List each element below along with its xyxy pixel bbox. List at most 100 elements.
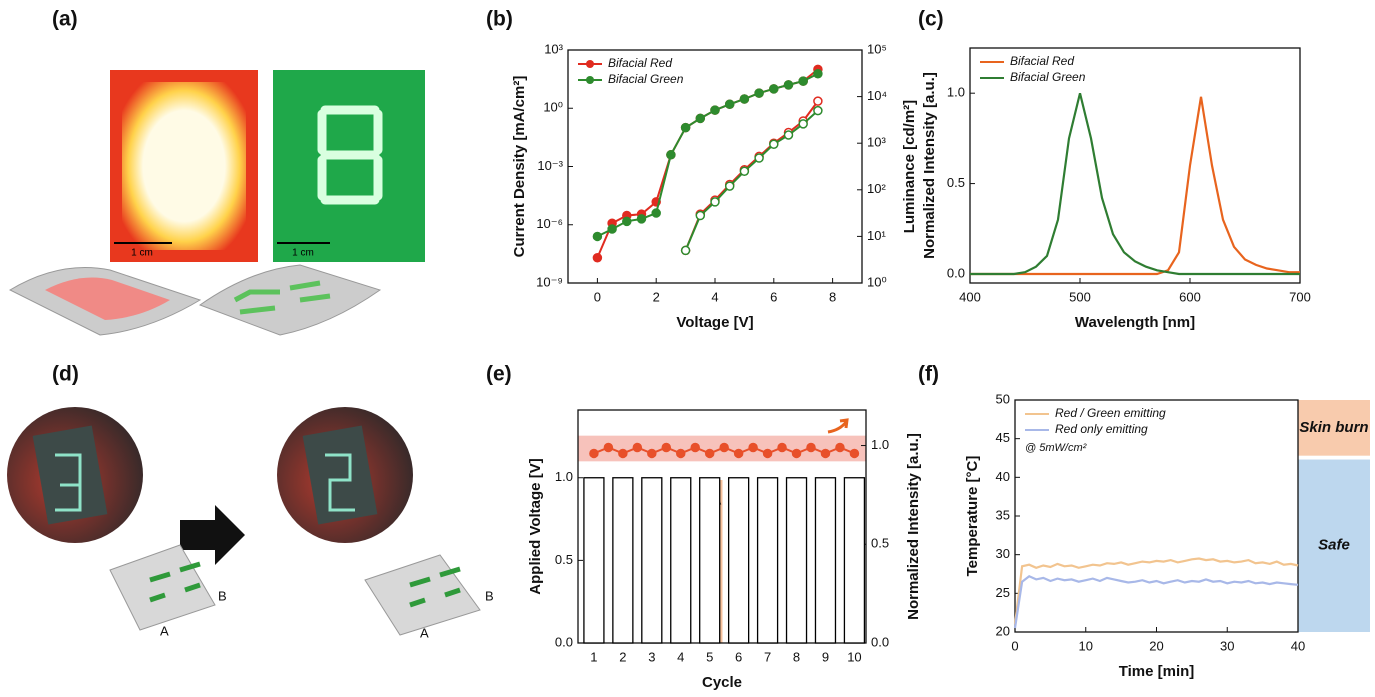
point xyxy=(682,246,690,254)
point xyxy=(740,95,748,103)
photo-d: A B A B xyxy=(7,407,494,640)
zone-label: Safe xyxy=(1318,537,1350,554)
point xyxy=(667,151,675,159)
y-axis-title: Applied Voltage [V] xyxy=(527,458,544,594)
x-axis-title: Time [min] xyxy=(1119,663,1195,680)
x-tick-label: 1 xyxy=(590,649,597,664)
y-tick-label: 0.0 xyxy=(555,634,573,649)
y-tick-label: 0.5 xyxy=(947,175,965,190)
x-tick-label: 0 xyxy=(1011,638,1018,653)
series-line xyxy=(686,111,818,251)
arrow xyxy=(180,505,245,565)
point xyxy=(623,217,631,225)
point xyxy=(711,198,719,206)
y-tick-label: 30 xyxy=(996,546,1010,561)
point xyxy=(799,77,807,85)
y-tick-label: 10³ xyxy=(544,41,563,56)
x-tick-label: 8 xyxy=(829,289,836,304)
x-tick-label: 5 xyxy=(706,649,713,664)
x-tick-label: 40 xyxy=(1291,638,1305,653)
y-tick-label: 20 xyxy=(996,623,1010,638)
panel-label: (f) xyxy=(918,363,939,386)
panel-label: (c) xyxy=(918,8,944,31)
pulse xyxy=(844,478,864,643)
legend-marker xyxy=(586,76,594,84)
point xyxy=(755,154,763,162)
x-tick-label: 7 xyxy=(764,649,771,664)
point xyxy=(785,131,793,139)
point xyxy=(755,89,763,97)
x-tick-label: 6 xyxy=(735,649,742,664)
pulse xyxy=(671,478,691,643)
point xyxy=(706,449,714,457)
point xyxy=(720,444,728,452)
y2-tick-label: 10³ xyxy=(867,135,886,150)
y-axis-title: Normalized Intensity [a.u.] xyxy=(921,72,938,259)
legend-label: Bifacial Green xyxy=(608,72,684,86)
x-tick-label: 0 xyxy=(594,289,601,304)
x-tick-label: 6 xyxy=(770,289,777,304)
point xyxy=(770,140,778,148)
y-tick-label: 0.5 xyxy=(555,552,573,567)
point xyxy=(735,449,743,457)
point xyxy=(619,449,627,457)
point xyxy=(662,444,670,452)
y2-tick-label: 10⁵ xyxy=(867,41,887,56)
point xyxy=(677,449,685,457)
pulse xyxy=(758,478,778,643)
zone-label: Skin burn xyxy=(1299,419,1368,436)
pulse xyxy=(729,478,749,643)
point xyxy=(590,449,598,457)
y2-axis-title: Normalized Intensity [a.u.] xyxy=(905,433,922,620)
y2-tick-label: 10² xyxy=(867,181,886,196)
point xyxy=(682,124,690,132)
point xyxy=(648,449,656,457)
point xyxy=(633,444,641,452)
series-line xyxy=(1015,576,1298,628)
x-axis-title: Wavelength [nm] xyxy=(1075,314,1195,331)
point xyxy=(814,97,822,105)
marker-label: A xyxy=(160,623,169,638)
point xyxy=(799,120,807,128)
pulse xyxy=(787,478,807,643)
annotation: @ 5mW/cm² xyxy=(1025,442,1087,454)
panel-label: (d) xyxy=(52,363,79,386)
x-tick-label: 9 xyxy=(822,649,829,664)
figure: (a) (b) (c) (d) (e) (f) 1 cm 1 cm A B A xyxy=(0,0,1375,697)
legend-label: Bifacial Red xyxy=(608,56,672,70)
point xyxy=(770,85,778,93)
point xyxy=(604,444,612,452)
y-tick-label: 35 xyxy=(996,507,1010,522)
flexible-sheet xyxy=(200,265,380,335)
y-axis-title: Temperature [°C] xyxy=(964,456,981,577)
point xyxy=(726,182,734,190)
green-device xyxy=(273,70,425,262)
y-tick-label: 1.0 xyxy=(555,469,573,484)
y2-axis-title: Luminance [cd/m²] xyxy=(901,100,918,233)
legend-label: Red / Green emitting xyxy=(1055,406,1166,420)
series-line xyxy=(597,74,818,237)
point xyxy=(593,232,601,240)
x-tick-label: 2 xyxy=(619,649,626,664)
point xyxy=(691,444,699,452)
sheet xyxy=(365,555,480,635)
y-axis-title: Current Density [mA/cm²] xyxy=(511,76,528,258)
series-line xyxy=(686,101,818,250)
y-tick-label: 10⁻³ xyxy=(537,158,563,173)
point xyxy=(696,114,704,122)
pulse xyxy=(584,478,604,643)
scale-label: 1 cm xyxy=(292,248,314,259)
point xyxy=(711,106,719,114)
y-tick-label: 10⁻⁹ xyxy=(536,274,563,289)
point xyxy=(749,444,757,452)
x-tick-label: 500 xyxy=(1069,289,1091,304)
marker-label: A xyxy=(420,625,429,640)
series-line xyxy=(597,69,818,257)
series-line xyxy=(1015,559,1298,625)
marker-label: B xyxy=(218,588,227,603)
pulse xyxy=(700,478,720,643)
point xyxy=(764,449,772,457)
x-tick-label: 3 xyxy=(648,649,655,664)
legend-label: Bifacial Red xyxy=(1010,54,1074,68)
y-tick-label: 0.0 xyxy=(947,265,965,280)
